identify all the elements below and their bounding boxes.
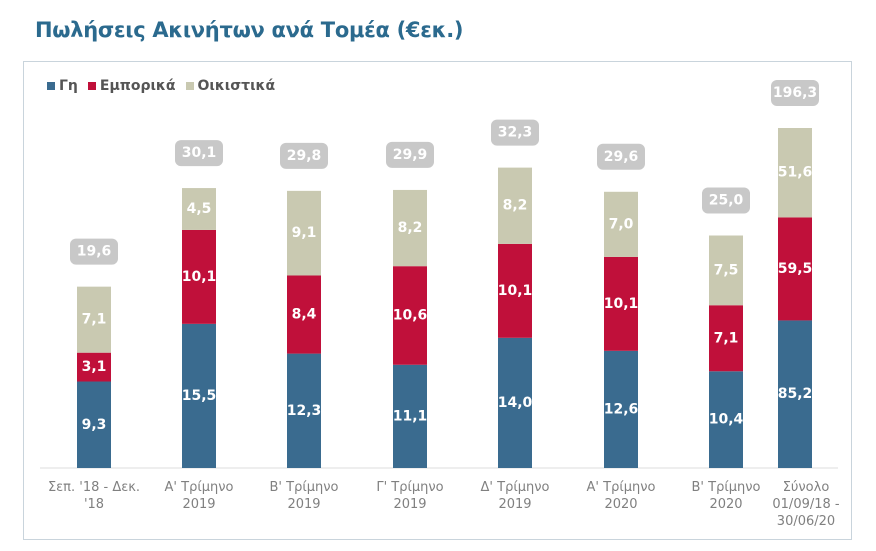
total-label: 25,0 — [709, 193, 744, 209]
bar-segment-commercial — [287, 275, 321, 354]
x-tick-label: 2020 — [604, 497, 637, 512]
bar-segment-residential — [709, 235, 743, 306]
data-label-residential: 7,0 — [609, 216, 634, 232]
total-label: 30,1 — [182, 145, 217, 161]
x-tick-label: 2019 — [498, 497, 531, 512]
data-label-commercial: 3,1 — [82, 359, 107, 375]
bar-segment-commercial — [778, 217, 812, 321]
x-tick-label: Σεπ. '18 - Δεκ. — [48, 480, 140, 495]
legend-label-residential: Οικιστικά — [197, 78, 276, 94]
bar-segment-commercial — [77, 352, 111, 382]
data-label-residential: 7,5 — [714, 262, 739, 278]
total-label: 29,8 — [287, 148, 322, 164]
bar-segment-residential — [182, 188, 216, 230]
total-badge — [280, 142, 328, 169]
data-label-commercial: 7,1 — [714, 330, 739, 346]
bar-segment-commercial — [604, 256, 638, 351]
legend-swatch-land — [47, 82, 55, 90]
data-label-commercial: 59,5 — [778, 261, 813, 277]
bar-segment-residential — [393, 189, 427, 267]
x-tick-label: '18 — [84, 497, 104, 512]
legend-item-residential: Οικιστικά — [185, 78, 276, 94]
total-badge — [175, 140, 223, 167]
x-tick-label: 2020 — [709, 497, 742, 512]
bar-segment-commercial — [498, 243, 532, 338]
bar-segment-land — [393, 364, 427, 468]
data-label-land: 10,4 — [709, 412, 744, 428]
bar-segment-land — [604, 350, 638, 468]
x-tick-label: 2019 — [393, 497, 426, 512]
bar-segment-land — [77, 381, 111, 468]
total-badge — [597, 143, 645, 170]
x-tick-label: Σύνολο — [783, 480, 830, 495]
x-tick-label: 01/09/18 - — [772, 497, 840, 512]
bar-segment-land — [182, 323, 216, 468]
total-badge — [70, 238, 118, 265]
data-label-land: 11,1 — [393, 408, 428, 424]
bar-segment-land — [287, 353, 321, 468]
x-tick-label: Β' Τρίμηνο — [692, 480, 761, 495]
data-label-residential: 7,1 — [82, 312, 107, 328]
data-label-land: 85,2 — [778, 386, 813, 402]
total-badge — [702, 187, 750, 214]
data-label-land: 12,3 — [287, 403, 322, 419]
bar-segment-residential — [287, 190, 321, 276]
bar-segment-residential — [778, 128, 812, 218]
data-label-land: 15,5 — [182, 388, 217, 404]
data-label-commercial: 10,1 — [182, 269, 217, 285]
data-label-land: 12,6 — [604, 401, 639, 417]
total-label: 196,3 — [773, 85, 817, 101]
total-label: 32,3 — [498, 125, 533, 141]
x-tick-label: Γ' Τρίμηνο — [376, 480, 443, 495]
data-label-land: 14,0 — [498, 395, 533, 411]
bar-segment-residential — [498, 167, 532, 244]
total-label: 19,6 — [77, 244, 112, 260]
bar-segment-land — [709, 371, 743, 468]
legend-label-commercial: Εμπορικά — [99, 78, 176, 94]
total-badge — [771, 80, 819, 106]
bar-segment-commercial — [393, 266, 427, 365]
data-label-commercial: 10,1 — [604, 296, 639, 312]
total-label: 29,9 — [393, 147, 428, 163]
x-tick-label: 2019 — [287, 497, 320, 512]
chart-title: Πωλήσεις Ακινήτων ανά Τομέα (€εκ.) — [35, 18, 464, 42]
x-tick-label: Α' Τρίμηνο — [587, 480, 656, 495]
legend-swatch-residential — [185, 82, 194, 90]
data-label-residential: 4,5 — [187, 201, 212, 217]
legend-item-land: Γη — [47, 78, 78, 94]
data-label-residential: 8,2 — [398, 220, 423, 236]
x-tick-label: 2019 — [182, 497, 215, 512]
data-label-commercial: 8,4 — [292, 307, 317, 323]
legend-label-land: Γη — [59, 78, 78, 94]
legend-item-commercial: Εμπορικά — [87, 78, 176, 94]
bar-segment-commercial — [709, 305, 743, 372]
legend-swatch-commercial — [87, 82, 96, 90]
bar-segment-residential — [77, 286, 111, 353]
total-badge — [491, 119, 539, 146]
bar-segment-land — [778, 320, 812, 468]
data-label-commercial: 10,1 — [498, 283, 533, 299]
data-label-residential: 9,1 — [292, 225, 317, 241]
x-tick-label: 30/06/20 — [777, 514, 835, 529]
data-label-land: 9,3 — [82, 417, 107, 433]
total-badge — [386, 141, 434, 168]
data-label-residential: 8,2 — [503, 198, 528, 214]
bar-segment-commercial — [182, 229, 216, 324]
bar-segment-residential — [604, 191, 638, 257]
data-label-commercial: 10,6 — [393, 307, 428, 323]
x-tick-label: Β' Τρίμηνο — [270, 480, 339, 495]
bar-segment-land — [498, 337, 532, 468]
data-label-residential: 51,6 — [778, 165, 813, 181]
x-tick-label: Δ' Τρίμηνο — [481, 480, 550, 495]
total-label: 29,6 — [604, 149, 639, 165]
x-tick-label: Α' Τρίμηνο — [165, 480, 234, 495]
legend: Γη Εμπορικά Οικιστικά — [47, 78, 275, 94]
